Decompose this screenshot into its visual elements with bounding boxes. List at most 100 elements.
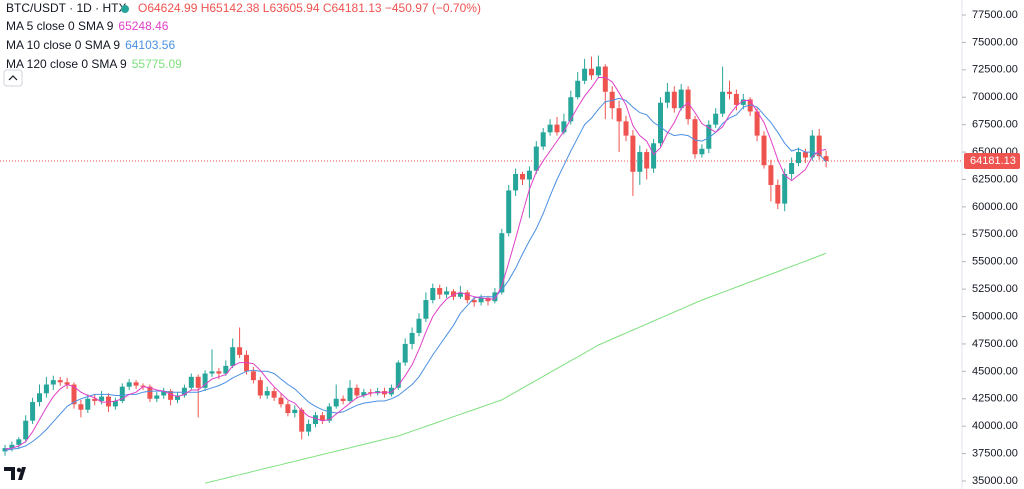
legend-value: 65248.46 bbox=[118, 19, 168, 33]
candle-body bbox=[520, 173, 525, 180]
legend-name: MA 10 close 0 SMA 9 bbox=[6, 38, 120, 52]
collapse-button[interactable] bbox=[3, 69, 23, 87]
candle-body bbox=[133, 382, 139, 386]
candle-body bbox=[761, 135, 767, 166]
candle-body bbox=[382, 391, 387, 395]
candle-body bbox=[216, 371, 222, 374]
candle-body bbox=[782, 173, 788, 204]
candle-body bbox=[568, 97, 574, 122]
candle-body bbox=[85, 398, 91, 410]
candle-body bbox=[416, 318, 422, 333]
y-tick-label: 37500.00 bbox=[972, 447, 1018, 459]
candle-body bbox=[733, 93, 739, 105]
candle-body bbox=[506, 190, 512, 234]
candle-body bbox=[112, 400, 118, 407]
candle-body bbox=[9, 444, 15, 449]
candle-body bbox=[340, 398, 346, 401]
candle-body bbox=[50, 380, 56, 385]
candle-body bbox=[561, 121, 567, 133]
candle-body bbox=[285, 404, 291, 414]
candle-body bbox=[457, 292, 463, 297]
candle-body bbox=[444, 291, 450, 295]
candle-body bbox=[106, 396, 111, 407]
candle-body bbox=[727, 91, 732, 94]
candle-body bbox=[361, 392, 367, 396]
candle-body bbox=[223, 365, 229, 374]
legend-value: 64103.56 bbox=[125, 38, 175, 52]
candle-body bbox=[154, 395, 160, 399]
ma-line bbox=[4, 77, 827, 450]
candle-body bbox=[471, 300, 477, 303]
candle-body bbox=[99, 396, 105, 401]
candle-body bbox=[409, 332, 415, 344]
candle-body bbox=[250, 371, 256, 381]
candle-body bbox=[126, 382, 132, 387]
y-tick-label: 67500.00 bbox=[972, 119, 1018, 131]
candle-body bbox=[623, 121, 629, 136]
y-tick-label: 62500.00 bbox=[972, 173, 1018, 185]
candle-body bbox=[202, 373, 208, 388]
legend-name: MA 5 close 0 SMA 9 bbox=[6, 19, 114, 33]
candle-body bbox=[2, 448, 8, 452]
y-tick-label: 50000.00 bbox=[972, 310, 1018, 322]
candle-body bbox=[740, 99, 746, 105]
candle-body bbox=[237, 347, 243, 355]
y-tick-label: 70000.00 bbox=[972, 91, 1018, 103]
y-tick-label: 75000.00 bbox=[972, 36, 1018, 48]
candle-body bbox=[140, 385, 146, 387]
candle-body bbox=[161, 391, 167, 396]
candle-body bbox=[664, 91, 670, 103]
ohlc-legend: O64624.99 H65142.38 L63605.94 C64181.13 … bbox=[138, 1, 481, 15]
last-price-box bbox=[964, 153, 1020, 170]
candle-body bbox=[188, 376, 194, 388]
candle-body bbox=[540, 132, 546, 147]
candle-body bbox=[685, 89, 691, 120]
candle-body bbox=[395, 362, 401, 388]
candle-body bbox=[658, 102, 663, 144]
candle-body bbox=[57, 380, 63, 383]
candle-body bbox=[796, 152, 801, 164]
candle-body bbox=[271, 391, 277, 398]
candle-body bbox=[402, 343, 408, 363]
tv-logo bbox=[4, 467, 26, 480]
candle-body bbox=[278, 397, 284, 405]
candle-body bbox=[430, 288, 436, 301]
candle-body bbox=[575, 80, 581, 98]
candle-body bbox=[209, 371, 215, 374]
candle-body bbox=[333, 398, 339, 407]
candle-body bbox=[181, 387, 187, 396]
candle-body bbox=[499, 233, 505, 293]
candle-body bbox=[630, 135, 636, 172]
candle-body bbox=[306, 423, 312, 432]
candle-body bbox=[244, 354, 249, 372]
candle-body bbox=[547, 124, 553, 133]
y-tick-label: 52500.00 bbox=[972, 283, 1018, 295]
candle-body bbox=[147, 386, 153, 399]
candle-body bbox=[195, 376, 201, 388]
candle-body bbox=[368, 392, 374, 394]
candle-body bbox=[326, 406, 332, 421]
candle-body bbox=[671, 91, 677, 109]
y-tick-label: 47500.00 bbox=[972, 338, 1018, 350]
chart-title: BTC/USDT · 1D · HTX bbox=[6, 1, 126, 15]
candle-body bbox=[175, 395, 180, 400]
candle-body bbox=[644, 152, 650, 169]
status-dot bbox=[121, 5, 129, 13]
candle-body bbox=[526, 170, 532, 180]
candle-body bbox=[816, 135, 822, 157]
candle-body bbox=[595, 66, 601, 76]
candle-body bbox=[92, 398, 98, 401]
candle-body bbox=[602, 66, 608, 92]
candle-body bbox=[354, 387, 360, 396]
ma-line bbox=[4, 97, 827, 451]
candle-body bbox=[699, 148, 705, 155]
y-tick-label: 55000.00 bbox=[972, 256, 1018, 268]
candle-body bbox=[706, 124, 712, 149]
candle-body bbox=[30, 402, 36, 421]
candle-body bbox=[464, 292, 470, 301]
collapse-icon bbox=[8, 75, 18, 81]
candle-body bbox=[347, 387, 353, 401]
ma-line bbox=[204, 252, 827, 484]
